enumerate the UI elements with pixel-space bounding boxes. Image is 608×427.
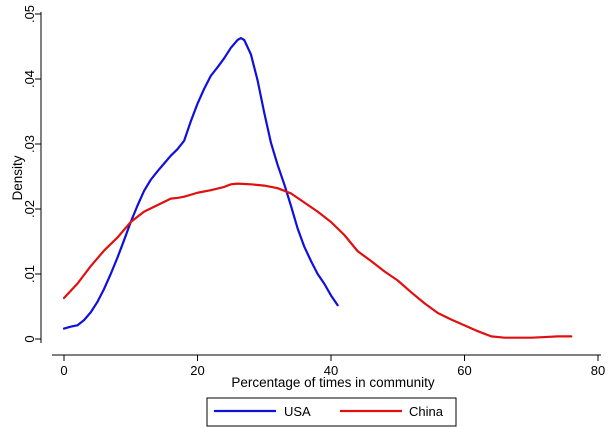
- axes-group: [40, 12, 601, 356]
- x-tick-label: 80: [591, 363, 605, 378]
- y-tick-label: 0: [22, 335, 37, 342]
- series-line-china: [62, 182, 573, 339]
- y-tick-label: .04: [22, 70, 37, 88]
- plot-series-group: [62, 36, 573, 339]
- y-ticks-group: 0 .01 .02 .03 .04 .05: [22, 5, 41, 343]
- legend: USA China: [206, 397, 457, 427]
- y-axis-title: Density: [10, 155, 25, 200]
- x-tick-label: 0: [60, 363, 67, 378]
- x-tick-label: 40: [324, 363, 338, 378]
- x-tick-label: 60: [457, 363, 471, 378]
- y-tick-label: .05: [22, 5, 37, 23]
- x-ticks-group: 0 20 40 60 80: [60, 355, 605, 378]
- legend-label-china: China: [409, 404, 444, 419]
- y-tick-label: .02: [22, 200, 37, 218]
- y-tick-label: .01: [22, 265, 37, 283]
- series-line-usa: [62, 36, 339, 330]
- y-tick-label: .03: [22, 135, 37, 153]
- legend-label-usa: USA: [284, 404, 311, 419]
- x-tick-label: 20: [190, 363, 204, 378]
- x-axis-title: Percentage of times in community: [231, 375, 435, 390]
